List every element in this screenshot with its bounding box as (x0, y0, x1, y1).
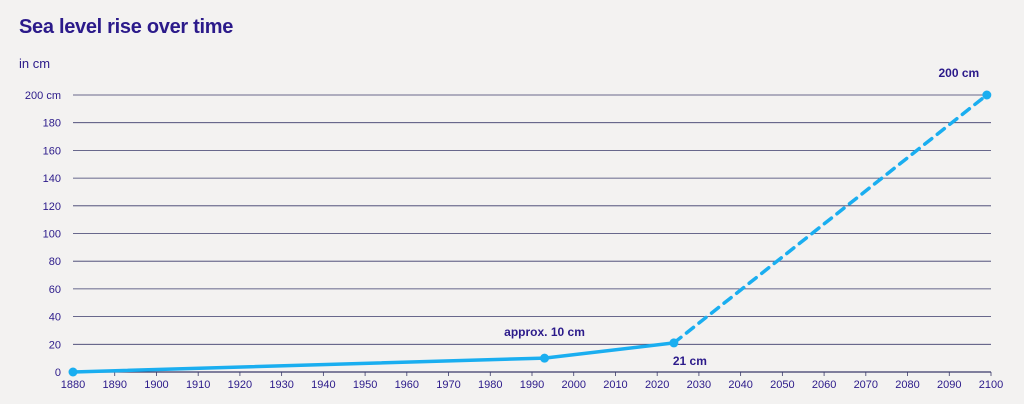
data-label: approx. 10 cm (504, 325, 585, 339)
y-tick-label: 60 (49, 284, 61, 296)
x-tick-label: 2030 (687, 379, 711, 391)
x-tick-label: 1950 (353, 379, 377, 391)
y-tick-label: 80 (49, 256, 61, 268)
y-tick-label: 120 (43, 201, 61, 213)
y-tick-label: 40 (49, 312, 61, 324)
data-point (540, 353, 550, 363)
x-tick-label: 2010 (603, 379, 627, 391)
data-point (68, 367, 78, 377)
y-tick-label: 200 cm (25, 90, 61, 102)
x-tick-label: 1920 (228, 379, 252, 391)
x-tick-label: 1910 (186, 379, 210, 391)
x-tick-label: 1970 (436, 379, 460, 391)
x-tick-label: 2020 (645, 379, 669, 391)
x-tick-label: 2000 (561, 379, 585, 391)
y-tick-label: 20 (49, 339, 61, 351)
x-tick-label: 2070 (854, 379, 878, 391)
y-tick-label: 0 (55, 367, 61, 379)
x-tick-label: 2040 (728, 379, 752, 391)
x-tick-label: 2090 (937, 379, 961, 391)
y-tick-label: 140 (43, 173, 61, 185)
x-tick-label: 1980 (478, 379, 502, 391)
x-tick-label: 2100 (979, 379, 1003, 391)
x-tick-label: 1940 (311, 379, 335, 391)
y-tick-label: 180 (43, 118, 61, 130)
y-tick-label: 160 (43, 145, 61, 157)
x-tick-label: 2060 (812, 379, 836, 391)
x-tick-label: 2050 (770, 379, 794, 391)
data-point (669, 338, 679, 348)
x-tick-label: 1930 (269, 379, 293, 391)
data-label: 200 cm (938, 66, 979, 80)
chart-title: Sea level rise over time (19, 16, 234, 38)
data-point (982, 90, 992, 100)
x-tick-label: 1900 (144, 379, 168, 391)
x-tick-label: 1960 (395, 379, 419, 391)
x-tick-label: 1990 (520, 379, 544, 391)
y-tick-label: 100 (43, 229, 61, 241)
data-label: 21 cm (673, 354, 707, 368)
series-line-projected (672, 93, 989, 345)
x-tick-label: 1890 (102, 379, 126, 391)
x-tick-label: 2080 (895, 379, 919, 391)
series-line-observed (71, 341, 676, 374)
y-axis-unit-label: in cm (19, 56, 51, 71)
x-tick-label: 1880 (61, 379, 85, 391)
